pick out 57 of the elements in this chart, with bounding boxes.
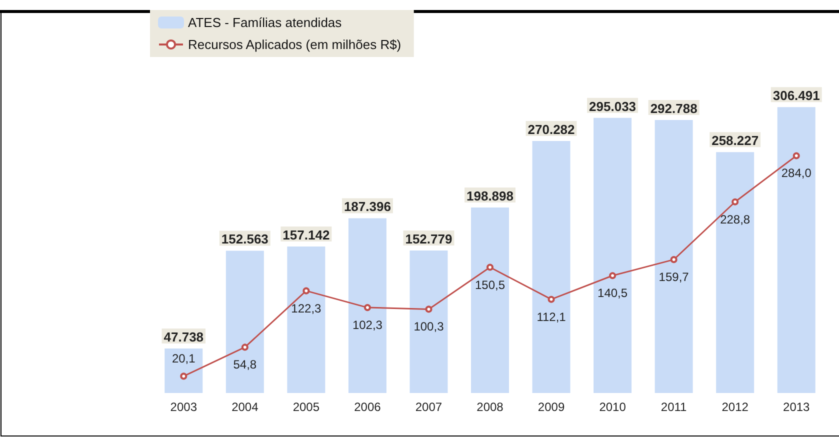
- x-tick-label: 2011: [660, 400, 688, 414]
- x-tick-label: 2003: [170, 400, 198, 414]
- bar: [471, 208, 509, 393]
- point: [670, 256, 678, 264]
- x-tick-label: 2009: [538, 400, 565, 414]
- data-label: 187.396: [344, 199, 391, 214]
- point: [180, 372, 188, 380]
- point: [792, 152, 800, 160]
- data-label: 198.898: [466, 188, 514, 204]
- point: [548, 296, 555, 303]
- legend-label: Recursos Aplicados (em milhões R$): [188, 37, 402, 52]
- data-label: 159,7: [658, 270, 690, 284]
- bar: [410, 250, 448, 393]
- data-label: 292.788: [650, 100, 698, 116]
- data-label: 152.779: [405, 232, 452, 247]
- point: [425, 306, 432, 313]
- bar: [287, 246, 326, 393]
- point: [364, 304, 371, 312]
- bar: [348, 218, 386, 393]
- bar: [226, 250, 264, 393]
- bar: [164, 348, 203, 393]
- x-tick-label: 2007: [415, 400, 442, 414]
- data-label: 122,3: [291, 301, 322, 316]
- x-tick-label: 2013: [783, 400, 810, 414]
- point: [241, 344, 248, 351]
- bar: [532, 140, 570, 393]
- data-label: 112,1: [536, 310, 566, 324]
- data-label: 102,3: [352, 318, 383, 332]
- point: [302, 287, 310, 294]
- bar: [716, 152, 754, 393]
- data-label: 284,0: [781, 166, 812, 180]
- x-tick-label: 2004: [232, 400, 259, 414]
- x-tick-label: 2012: [722, 400, 749, 414]
- legend-label: ATES - Famílias atendidas: [188, 15, 342, 30]
- bar: [594, 118, 632, 393]
- data-label: 152.563: [221, 232, 268, 247]
- data-label: 228,8: [720, 212, 750, 226]
- data-label: 258.227: [712, 133, 759, 148]
- point: [609, 272, 616, 280]
- data-label: 306.491: [772, 88, 820, 104]
- bar: [654, 120, 693, 393]
- data-label: 157.142: [282, 227, 330, 242]
- point: [486, 264, 494, 271]
- x-tick-label: 2010: [599, 400, 626, 414]
- data-label: 100,3: [414, 320, 444, 334]
- data-label: 140,5: [598, 286, 628, 300]
- data-label: 20,1: [172, 352, 196, 366]
- x-tick-label: 2006: [354, 400, 382, 414]
- data-label: 54,8: [233, 358, 257, 372]
- data-label: 47.738: [164, 329, 204, 344]
- data-label: 270.282: [528, 122, 575, 137]
- data-label: 295.033: [589, 98, 636, 114]
- point: [732, 198, 739, 206]
- x-tick-label: 2005: [292, 400, 320, 414]
- data-label: 150,5: [474, 278, 506, 292]
- x-tick-label: 2008: [476, 400, 504, 414]
- bar: [777, 107, 816, 393]
